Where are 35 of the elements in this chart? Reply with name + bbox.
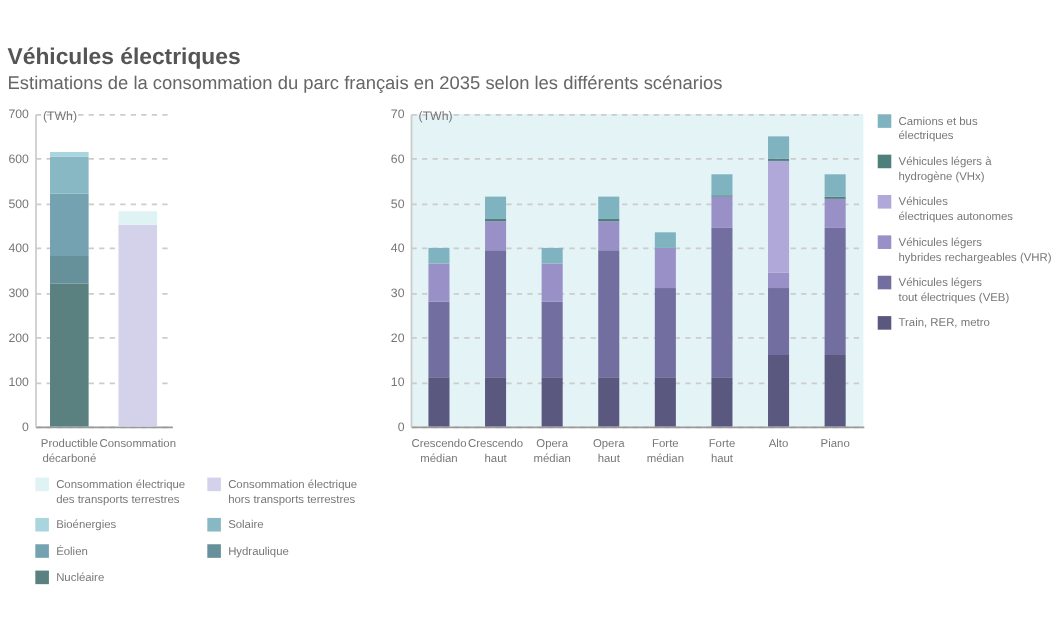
bar [428, 377, 450, 427]
bar [541, 301, 563, 378]
bar [598, 196, 620, 219]
bar [768, 288, 790, 356]
bar [768, 355, 790, 427]
bar [768, 136, 790, 159]
bar [485, 377, 507, 427]
bar [824, 174, 846, 197]
bar [541, 247, 563, 264]
bar [768, 160, 790, 273]
bar [654, 232, 676, 248]
bar [711, 174, 733, 196]
bar [654, 377, 676, 427]
bar [768, 272, 790, 289]
bar [541, 377, 563, 427]
bar [485, 221, 507, 251]
bar [711, 196, 733, 228]
text: Estimations de la consommation du parc français en 2035 selon les différents scénarios [7, 72, 724, 93]
bar [485, 196, 507, 219]
bar [598, 221, 620, 251]
bar [598, 377, 620, 427]
chart-title: Véhicules électriques [7, 46, 241, 71]
bar [541, 263, 563, 302]
bar [824, 355, 846, 427]
bar [654, 247, 676, 289]
bar [598, 250, 620, 378]
bar [428, 301, 450, 378]
bar [711, 377, 733, 427]
bar [428, 263, 450, 302]
bar [824, 198, 846, 228]
bar [428, 247, 450, 264]
bar [711, 227, 733, 378]
bar [824, 227, 846, 356]
bar [485, 250, 507, 378]
bar [654, 288, 676, 378]
